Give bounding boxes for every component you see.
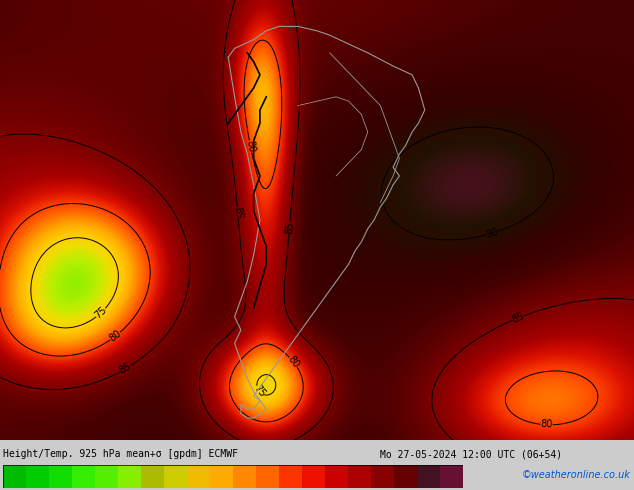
- Bar: [164, 465, 187, 488]
- Bar: [394, 465, 417, 488]
- Bar: [440, 465, 463, 488]
- Bar: [417, 465, 440, 488]
- Bar: [302, 465, 325, 488]
- Bar: [371, 465, 394, 488]
- Bar: [49, 465, 72, 488]
- Text: Mo 27-05-2024 12:00 UTC (06+54): Mo 27-05-2024 12:00 UTC (06+54): [380, 449, 562, 459]
- Text: 80: 80: [245, 140, 257, 154]
- Bar: [279, 465, 302, 488]
- Bar: [348, 465, 371, 488]
- Text: 75: 75: [251, 384, 267, 399]
- Bar: [187, 465, 210, 488]
- Text: 85: 85: [118, 361, 133, 376]
- Text: 80: 80: [540, 419, 553, 430]
- Bar: [118, 465, 141, 488]
- Text: 85: 85: [232, 206, 243, 220]
- Bar: [95, 465, 118, 488]
- Bar: [72, 465, 95, 488]
- Text: 75: 75: [93, 305, 109, 321]
- Text: 85: 85: [284, 220, 295, 234]
- Text: Height/Temp. 925 hPa mean+σ [gpdm] ECMWF: Height/Temp. 925 hPa mean+σ [gpdm] ECMWF: [3, 449, 238, 459]
- Text: 80: 80: [286, 354, 301, 370]
- Text: 80: 80: [107, 328, 123, 344]
- Text: 85: 85: [510, 311, 526, 325]
- Bar: [233, 465, 256, 488]
- Bar: [26, 465, 49, 488]
- Bar: [3, 465, 26, 488]
- Text: 90: 90: [485, 226, 500, 240]
- Bar: [210, 465, 233, 488]
- Bar: [256, 465, 279, 488]
- Bar: [141, 465, 164, 488]
- Text: ©weatheronline.co.uk: ©weatheronline.co.uk: [522, 470, 631, 480]
- Bar: [325, 465, 348, 488]
